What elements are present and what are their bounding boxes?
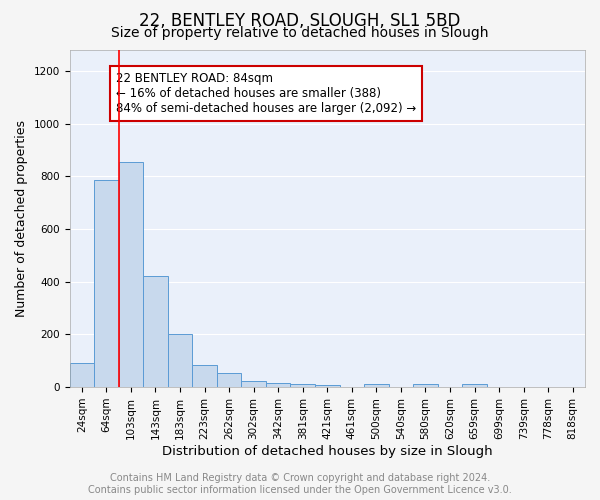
Bar [217,374,241,387]
Text: Contains HM Land Registry data © Crown copyright and database right 2024.
Contai: Contains HM Land Registry data © Crown c… [88,474,512,495]
Bar [413,384,438,387]
Bar [315,385,340,387]
Bar [70,364,94,387]
Text: Size of property relative to detached houses in Slough: Size of property relative to detached ho… [111,26,489,40]
Bar [168,334,192,387]
Bar [119,162,143,387]
Text: 22 BENTLEY ROAD: 84sqm
← 16% of detached houses are smaller (388)
84% of semi-de: 22 BENTLEY ROAD: 84sqm ← 16% of detached… [116,72,416,115]
X-axis label: Distribution of detached houses by size in Slough: Distribution of detached houses by size … [162,444,493,458]
Bar [290,384,315,387]
Bar [94,180,119,387]
Y-axis label: Number of detached properties: Number of detached properties [15,120,28,317]
Bar [364,384,389,387]
Bar [192,364,217,387]
Bar [462,384,487,387]
Bar [143,276,168,387]
Bar [241,382,266,387]
Bar [266,383,290,387]
Text: 22, BENTLEY ROAD, SLOUGH, SL1 5BD: 22, BENTLEY ROAD, SLOUGH, SL1 5BD [139,12,461,30]
